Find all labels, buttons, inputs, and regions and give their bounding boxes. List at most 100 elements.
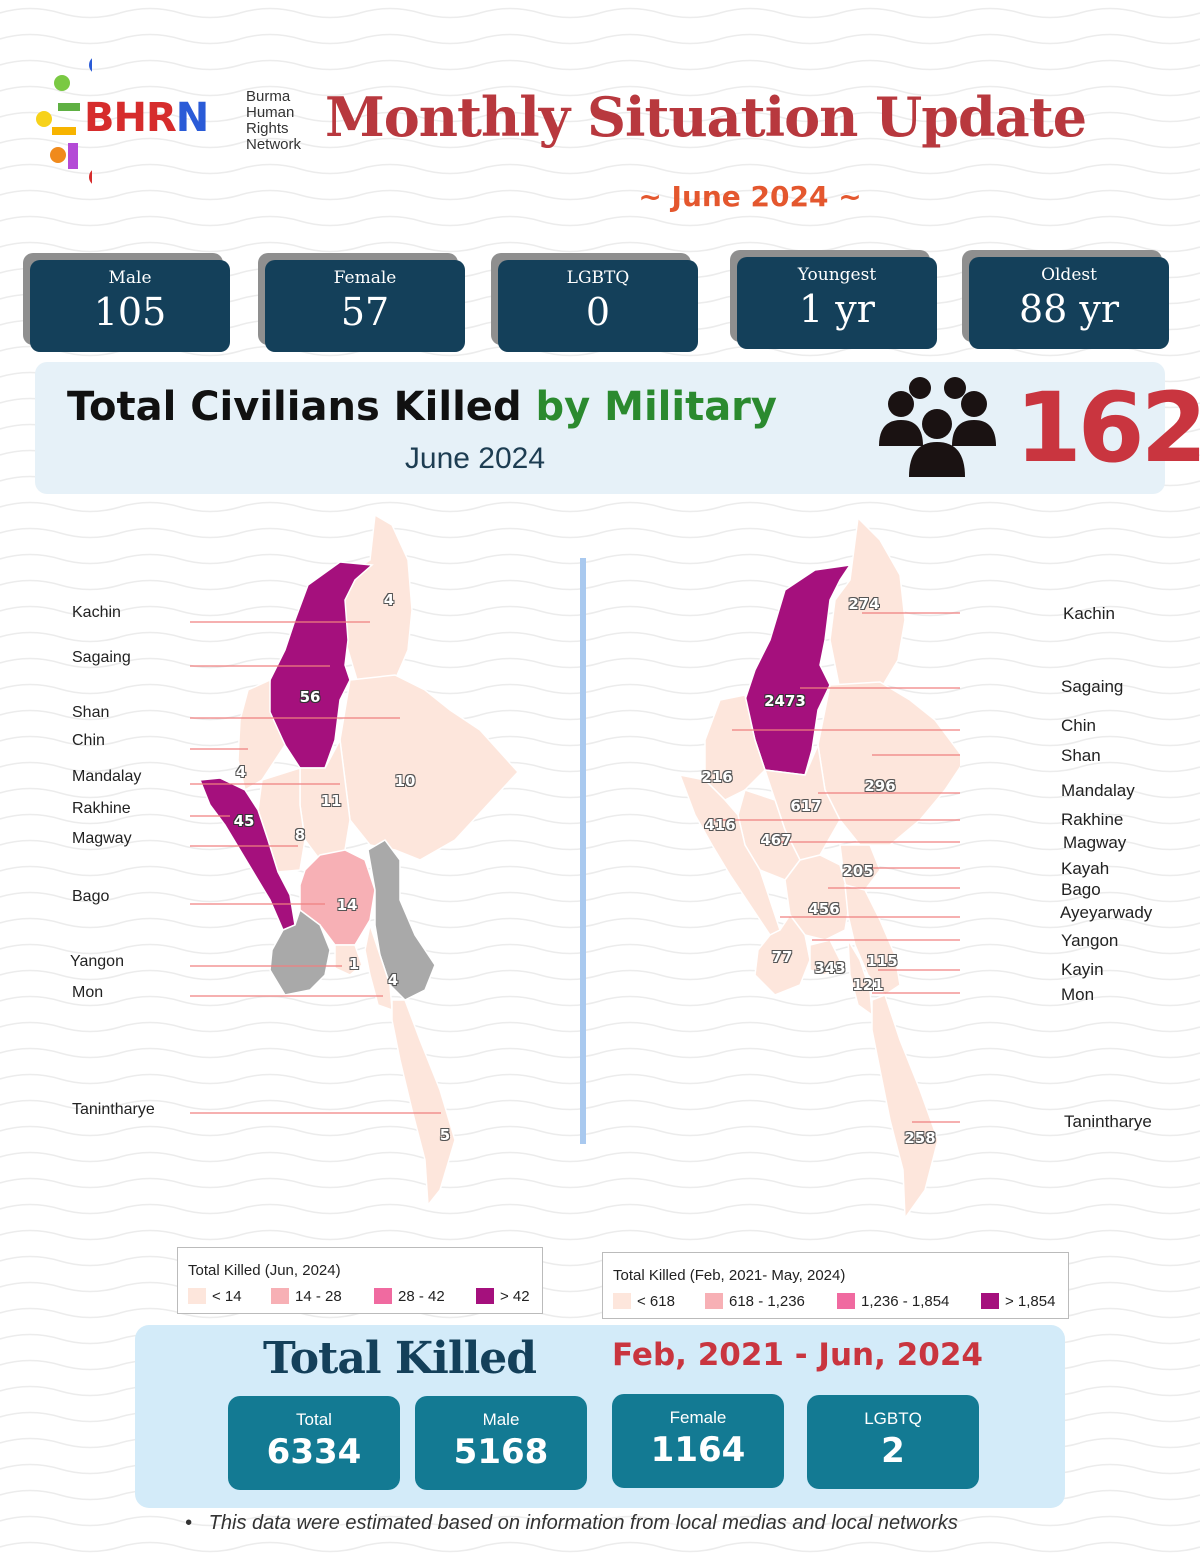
map-cum-value-yangon: 343 xyxy=(814,959,846,977)
legend-june: Total Killed (Jun, 2024) < 14 14 - 28 28… xyxy=(177,1247,543,1314)
stat-card-female: Female 57 xyxy=(258,253,465,352)
stat-value: 1 yr xyxy=(799,287,875,331)
legend-title: Total Killed (Feb, 2021- May, 2024) xyxy=(613,1267,846,1284)
region-kachin xyxy=(339,513,413,691)
map-cum-value-sagaing: 2473 xyxy=(764,692,806,710)
map-cum-value-mandalay: 617 xyxy=(790,797,822,815)
map-june-value-shan: 10 xyxy=(394,772,416,790)
logo-figures-icon xyxy=(36,58,92,184)
map-cum-value-mon: 121 xyxy=(852,976,884,994)
map-june-label-sagaing: Sagaing xyxy=(72,649,131,666)
map-june-value-mon: 4 xyxy=(387,971,399,989)
map-cum-value-tanintharye: 258 xyxy=(904,1129,936,1147)
map-june-label-tanintharye: Tanintharye xyxy=(72,1101,155,1118)
stat-value: 0 xyxy=(585,290,611,334)
map-cum-label-sagaing: Sagaing xyxy=(1061,677,1124,696)
legend-item: < 618 xyxy=(613,1293,675,1310)
map-june-label-magway: Magway xyxy=(72,830,132,847)
banner-total-count: 162 xyxy=(1015,372,1200,484)
total-card-total: Total 6334 xyxy=(228,1396,400,1490)
stat-label: Male xyxy=(108,268,152,288)
stat-label: Youngest xyxy=(797,265,877,285)
banner-title: Total Civilians Killed by Military xyxy=(67,384,777,430)
map-june-value-rakhine: 45 xyxy=(233,812,255,830)
map-cum-value-chin: 216 xyxy=(701,768,733,786)
legend-item: 618 - 1,236 xyxy=(705,1293,805,1310)
total-card-lgbtq: LGBTQ 2 xyxy=(807,1395,979,1489)
page-title: Monthly Situation Update xyxy=(325,85,1087,149)
stat-label: Oldest xyxy=(1041,265,1097,285)
map-cum-label-chin: Chin xyxy=(1061,716,1096,735)
map-cum-value-kachin: 274 xyxy=(848,595,880,613)
stat-card-male: Male 105 xyxy=(23,253,230,352)
region-sagaing xyxy=(744,564,852,776)
total-killed-banner: Total Civilians Killed by Military June … xyxy=(35,362,1200,494)
map-cum-value-kayin: 115 xyxy=(866,952,898,970)
stat-value: 57 xyxy=(340,290,390,334)
region-shan xyxy=(339,674,520,861)
map-june-label-shan: Shan xyxy=(72,704,110,721)
region-kayin-kayah xyxy=(367,839,436,1001)
map-cum-label-kayin: Kayin xyxy=(1061,960,1104,979)
map-cum-label-mon: Mon xyxy=(1061,985,1095,1004)
region-yangon xyxy=(334,944,363,976)
totals-range: Feb, 2021 - Jun, 2024 xyxy=(612,1337,983,1373)
cumulative-totals-panel: Total Killed Feb, 2021 - Jun, 2024 Total… xyxy=(135,1325,1065,1508)
stat-card-lgbtq: LGBTQ 0 xyxy=(491,253,698,352)
map-cum-value-ayeyarwady: 77 xyxy=(771,948,793,966)
legend-item: > 42 xyxy=(476,1288,530,1305)
map-cum-label-rakhine: Rakhine xyxy=(1061,810,1124,829)
map-cum-label-mandalay: Mandalay xyxy=(1061,781,1135,800)
legend-item: 14 - 28 xyxy=(271,1288,342,1305)
map-june-value-chin: 4 xyxy=(235,763,247,781)
map-cum-label-yangon: Yangon xyxy=(1061,931,1119,950)
legend-cumulative: Total Killed (Feb, 2021- May, 2024) < 61… xyxy=(602,1252,1069,1319)
map-june-label-bago: Bago xyxy=(72,888,110,905)
total-card-female: Female 1164 xyxy=(612,1394,784,1488)
legend-title: Total Killed (Jun, 2024) xyxy=(188,1262,341,1279)
map-june-label-mandalay: Mandalay xyxy=(72,768,142,785)
map-june-label-chin: Chin xyxy=(72,732,105,749)
page-subtitle: ~ June 2024 ~ xyxy=(638,180,862,213)
map-cum-label-magway: Magway xyxy=(1063,833,1127,852)
legend-item: 1,236 - 1,854 xyxy=(837,1293,949,1310)
stat-label: LGBTQ xyxy=(566,268,630,288)
stat-value: 88 yr xyxy=(1018,287,1120,331)
region-tanintharye xyxy=(391,999,456,1207)
map-cum-label-kachin: Kachin xyxy=(1063,604,1115,623)
stat-value: 105 xyxy=(93,290,167,334)
map-june-value-kachin: 4 xyxy=(383,591,395,609)
legend-item: 28 - 42 xyxy=(374,1288,445,1305)
region-tanintharye xyxy=(871,994,939,1221)
stat-card-youngest: Youngest 1 yr xyxy=(730,250,937,349)
people-group-icon xyxy=(879,377,996,477)
myanmar-map-june xyxy=(190,513,520,1207)
map-cum-label-bago: Bago xyxy=(1061,880,1101,899)
map-june-value-yangon: 1 xyxy=(348,955,360,973)
map-june-value-mandalay: 11 xyxy=(320,792,342,810)
region-sagaing xyxy=(267,561,374,769)
region-rakhine xyxy=(678,773,781,936)
stat-card-oldest: Oldest 88 yr xyxy=(962,250,1169,349)
map-cum-value-bago: 456 xyxy=(808,900,840,918)
totals-title: Total Killed xyxy=(263,1333,537,1384)
region-yangon xyxy=(809,939,841,976)
map-cum-label-kayah: Kayah xyxy=(1061,859,1110,878)
logo-wordmark: BHRN xyxy=(84,95,209,141)
stat-label: Female xyxy=(333,268,397,288)
logo-subtitle: Burma Human Rights Network xyxy=(246,88,302,153)
map-june-value-magway: 8 xyxy=(294,826,306,844)
footnote: • This data were estimated based on info… xyxy=(185,1512,958,1534)
region-ayeyarwady xyxy=(269,908,331,996)
map-june-value-sagaing: 56 xyxy=(299,688,321,706)
banner-month: June 2024 xyxy=(404,442,546,475)
map-cum-value-rakhine: 416 xyxy=(704,816,736,834)
legend-item: > 1,854 xyxy=(981,1293,1055,1310)
map-cum-label-shan: Shan xyxy=(1061,746,1101,765)
map-june-value-bago: 14 xyxy=(336,896,358,914)
region-ayeyarwady xyxy=(754,913,811,996)
map-june-label-mon: Mon xyxy=(72,984,104,1001)
bhrn-logo: BHRN Burma Human Rights Network xyxy=(32,55,322,190)
map-cum-label-ayeyarwady: Ayeyarwady xyxy=(1060,903,1153,922)
